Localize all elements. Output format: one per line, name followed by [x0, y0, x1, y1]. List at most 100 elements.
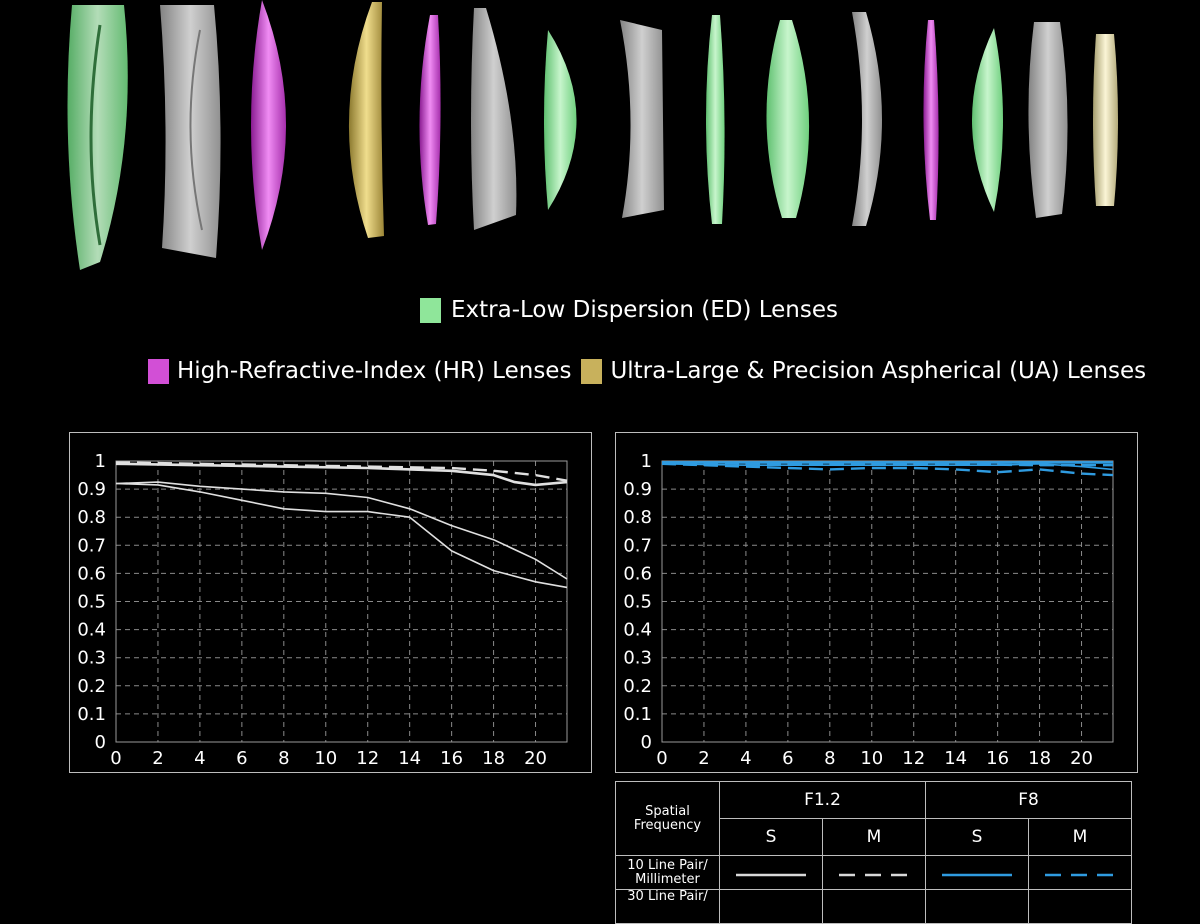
- f8-m-header: M: [1028, 818, 1132, 856]
- y-tick-label: 0.8: [77, 507, 106, 528]
- x-tick-label: 8: [278, 748, 289, 769]
- lens-element-6: [471, 8, 517, 230]
- line-sample-f8-s: [942, 873, 1012, 877]
- series-line-4: [115, 482, 568, 589]
- x-tick-label: 0: [110, 748, 121, 769]
- y-tick-label: 0.3: [623, 648, 652, 669]
- y-tick-label: 0.6: [77, 563, 106, 584]
- mtf-chart-f12: 0 0.1 0.2 0.3 0.4 0.5 0.6 0.7 0.8 0.9 1 0 2 4 6 8 10 12 14…: [69, 432, 592, 773]
- f12-header: F1.2: [719, 781, 926, 819]
- mtf-chart-f8-plot: 00.10.20.30.40.50.60.70.80.910 2 4 6 8 10 12 14…: [623, 451, 1114, 769]
- f8-header: F8: [925, 781, 1132, 819]
- x-tick-label: 8: [824, 748, 835, 769]
- series-line-3: [115, 481, 568, 580]
- lens-element-2: [160, 5, 221, 258]
- x-tick-label: 20: [524, 748, 547, 769]
- row-30lp-f8-m: [1028, 889, 1132, 924]
- x-tick-label: 2: [152, 748, 163, 769]
- y-tick-label: 0.9: [623, 479, 652, 500]
- line-sample-f8-m: [1045, 873, 1115, 877]
- sample-f8-m: [1028, 855, 1132, 890]
- f12-s-header: S: [719, 818, 823, 856]
- legend-ua-label: Ultra-Large & Precision Aspherical (UA) …: [610, 358, 1147, 384]
- y-tick-label: 0.8: [623, 507, 652, 528]
- row-30lp-f12-m: [822, 889, 926, 924]
- legend-hr-label: High-Refractive-Index (HR) Lenses: [177, 358, 572, 384]
- f8-s-header: S: [925, 818, 1029, 856]
- ua-swatch: [581, 358, 603, 384]
- row-10lp-line2: Millimeter: [635, 871, 700, 887]
- x-tick-label: 4: [740, 748, 751, 769]
- lens-element-1: [67, 5, 128, 270]
- row-10lp: 10 Line Pair/ Millimeter: [615, 855, 720, 890]
- row-30lp-f8-s: [925, 889, 1029, 924]
- x-tick-label: 2: [698, 748, 709, 769]
- y-tick-label: 0.2: [77, 676, 106, 697]
- plot-frame: [661, 460, 1114, 743]
- lens-element-9: [706, 15, 725, 224]
- y-tick-label: 0.1: [77, 704, 106, 725]
- y-tick-label: 0.9: [77, 479, 106, 500]
- x-tick-label: 12: [902, 748, 925, 769]
- lens-element-4: [348, 2, 384, 238]
- series-line-1: [115, 462, 568, 487]
- frequency-label: Frequency: [633, 817, 702, 833]
- x-tick-label: 16: [440, 748, 463, 769]
- sample-f12-s: [719, 855, 823, 890]
- line-sample-f12-m: [839, 873, 909, 877]
- y-tick-label: 0.7: [77, 535, 106, 556]
- row-10lp-line1: 10 Line Pair/: [627, 857, 708, 873]
- x-tick-label: 14: [398, 748, 421, 769]
- line-sample-f12-s: [736, 873, 806, 877]
- series-line-2: [115, 461, 568, 482]
- y-tick-label: 0.5: [623, 592, 652, 613]
- mtf-chart-f8: 0 0.1 0.2 0.3 0.4 0.5 0.6 0.7 0.8 0.9 1 0 2 4 6 8 10 12 14…: [615, 432, 1138, 773]
- plot-frame: [115, 460, 568, 743]
- y-tick-label: 0.5: [77, 592, 106, 613]
- lens-element-7: [544, 30, 577, 210]
- y-tick-label: 0.4: [623, 620, 652, 641]
- lens-element-11: [852, 12, 882, 226]
- x-tick-label: 12: [356, 748, 379, 769]
- series-line-3: [661, 462, 1114, 477]
- y-tick-label: 0.4: [77, 620, 106, 641]
- x-tick-label: 10: [860, 748, 883, 769]
- lens-elements-illustration: [67, 0, 1118, 270]
- y-tick-label: 0.7: [623, 535, 652, 556]
- mtf-chart-f12-plot: 00.10.20.30.40.50.60.70.80.910 2 4 6 8 10 12 14…: [77, 451, 568, 769]
- x-tick-label: 4: [194, 748, 205, 769]
- sample-f12-m: [822, 855, 926, 890]
- lens-element-13: [972, 28, 1003, 212]
- sample-f8-s: [925, 855, 1029, 890]
- y-tick-label: 0.3: [77, 648, 106, 669]
- y-tick-label: 1: [95, 451, 106, 472]
- lens-element-5: [419, 15, 441, 225]
- legend-ua: Ultra-Large & Precision Aspherical (UA) …: [581, 358, 1146, 384]
- x-tick-label: 14: [944, 748, 967, 769]
- legend-ed: Extra-Low Dispersion (ED) Lenses: [420, 297, 838, 323]
- hr-swatch: [148, 358, 169, 384]
- row-30lp-line1: 30 Line Pair/: [627, 889, 708, 904]
- lens-element-8: [620, 20, 664, 218]
- lens-element-10: [766, 20, 810, 218]
- y-tick-label: 0.2: [623, 676, 652, 697]
- legend-hr-ua: High-Refractive-Index (HR) Lenses Ultra-…: [148, 358, 1156, 384]
- lens-element-3: [251, 0, 286, 250]
- x-tick-label: 20: [1070, 748, 1093, 769]
- lens-element-15: [1093, 34, 1118, 206]
- x-tick-label: 10: [314, 748, 337, 769]
- legend-ed-label: Extra-Low Dispersion (ED) Lenses: [451, 297, 838, 323]
- row-30lp-f12-s: [719, 889, 823, 924]
- y-tick-label: 0: [641, 732, 652, 753]
- spatial-label: Spatial: [645, 803, 690, 819]
- y-tick-label: 1: [641, 451, 652, 472]
- ed-swatch: [420, 297, 441, 323]
- x-tick-label: 6: [236, 748, 247, 769]
- y-tick-label: 0: [95, 732, 106, 753]
- x-tick-label: 0: [656, 748, 667, 769]
- series-line-4: [661, 461, 1113, 467]
- legend-hr: High-Refractive-Index (HR) Lenses: [148, 358, 571, 384]
- lens-element-12: [923, 20, 939, 220]
- lens-element-14: [1028, 22, 1068, 218]
- f12-m-header: M: [822, 818, 926, 856]
